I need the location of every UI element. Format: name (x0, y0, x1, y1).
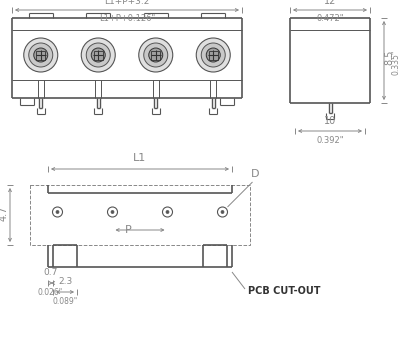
Circle shape (196, 38, 230, 72)
Bar (94, 51, 103, 60)
Circle shape (91, 48, 105, 62)
Text: 10: 10 (324, 116, 336, 126)
Bar (36, 51, 45, 60)
Text: PCB CUT-OUT: PCB CUT-OUT (248, 286, 320, 296)
Circle shape (139, 38, 173, 72)
Circle shape (144, 43, 168, 67)
Bar (209, 51, 218, 60)
Bar (151, 51, 160, 60)
Text: 0.335": 0.335" (392, 50, 400, 75)
Text: 8.5: 8.5 (384, 50, 394, 65)
Circle shape (149, 48, 163, 62)
Text: 0.392": 0.392" (316, 136, 344, 145)
Circle shape (201, 43, 225, 67)
Text: 0.026": 0.026" (38, 288, 63, 297)
Circle shape (56, 210, 59, 213)
Circle shape (111, 210, 114, 213)
Text: L1+P+3.2: L1+P+3.2 (104, 0, 150, 6)
Text: 12: 12 (324, 0, 336, 6)
Circle shape (221, 210, 224, 213)
Circle shape (24, 38, 58, 72)
Circle shape (34, 48, 48, 62)
Circle shape (206, 48, 220, 62)
Circle shape (81, 38, 115, 72)
Circle shape (29, 43, 53, 67)
Text: 2.3: 2.3 (58, 277, 72, 286)
Circle shape (166, 210, 169, 213)
Text: 0.7: 0.7 (43, 268, 58, 277)
Text: 0.089": 0.089" (52, 297, 78, 306)
Text: L1+P+0.126": L1+P+0.126" (99, 14, 155, 23)
Text: 4.7: 4.7 (0, 205, 9, 221)
Text: P: P (125, 225, 132, 235)
Text: 0.472": 0.472" (316, 14, 344, 23)
Circle shape (86, 43, 110, 67)
Text: D: D (251, 169, 260, 179)
Bar (30, 185, 250, 245)
Text: L1: L1 (133, 153, 147, 163)
